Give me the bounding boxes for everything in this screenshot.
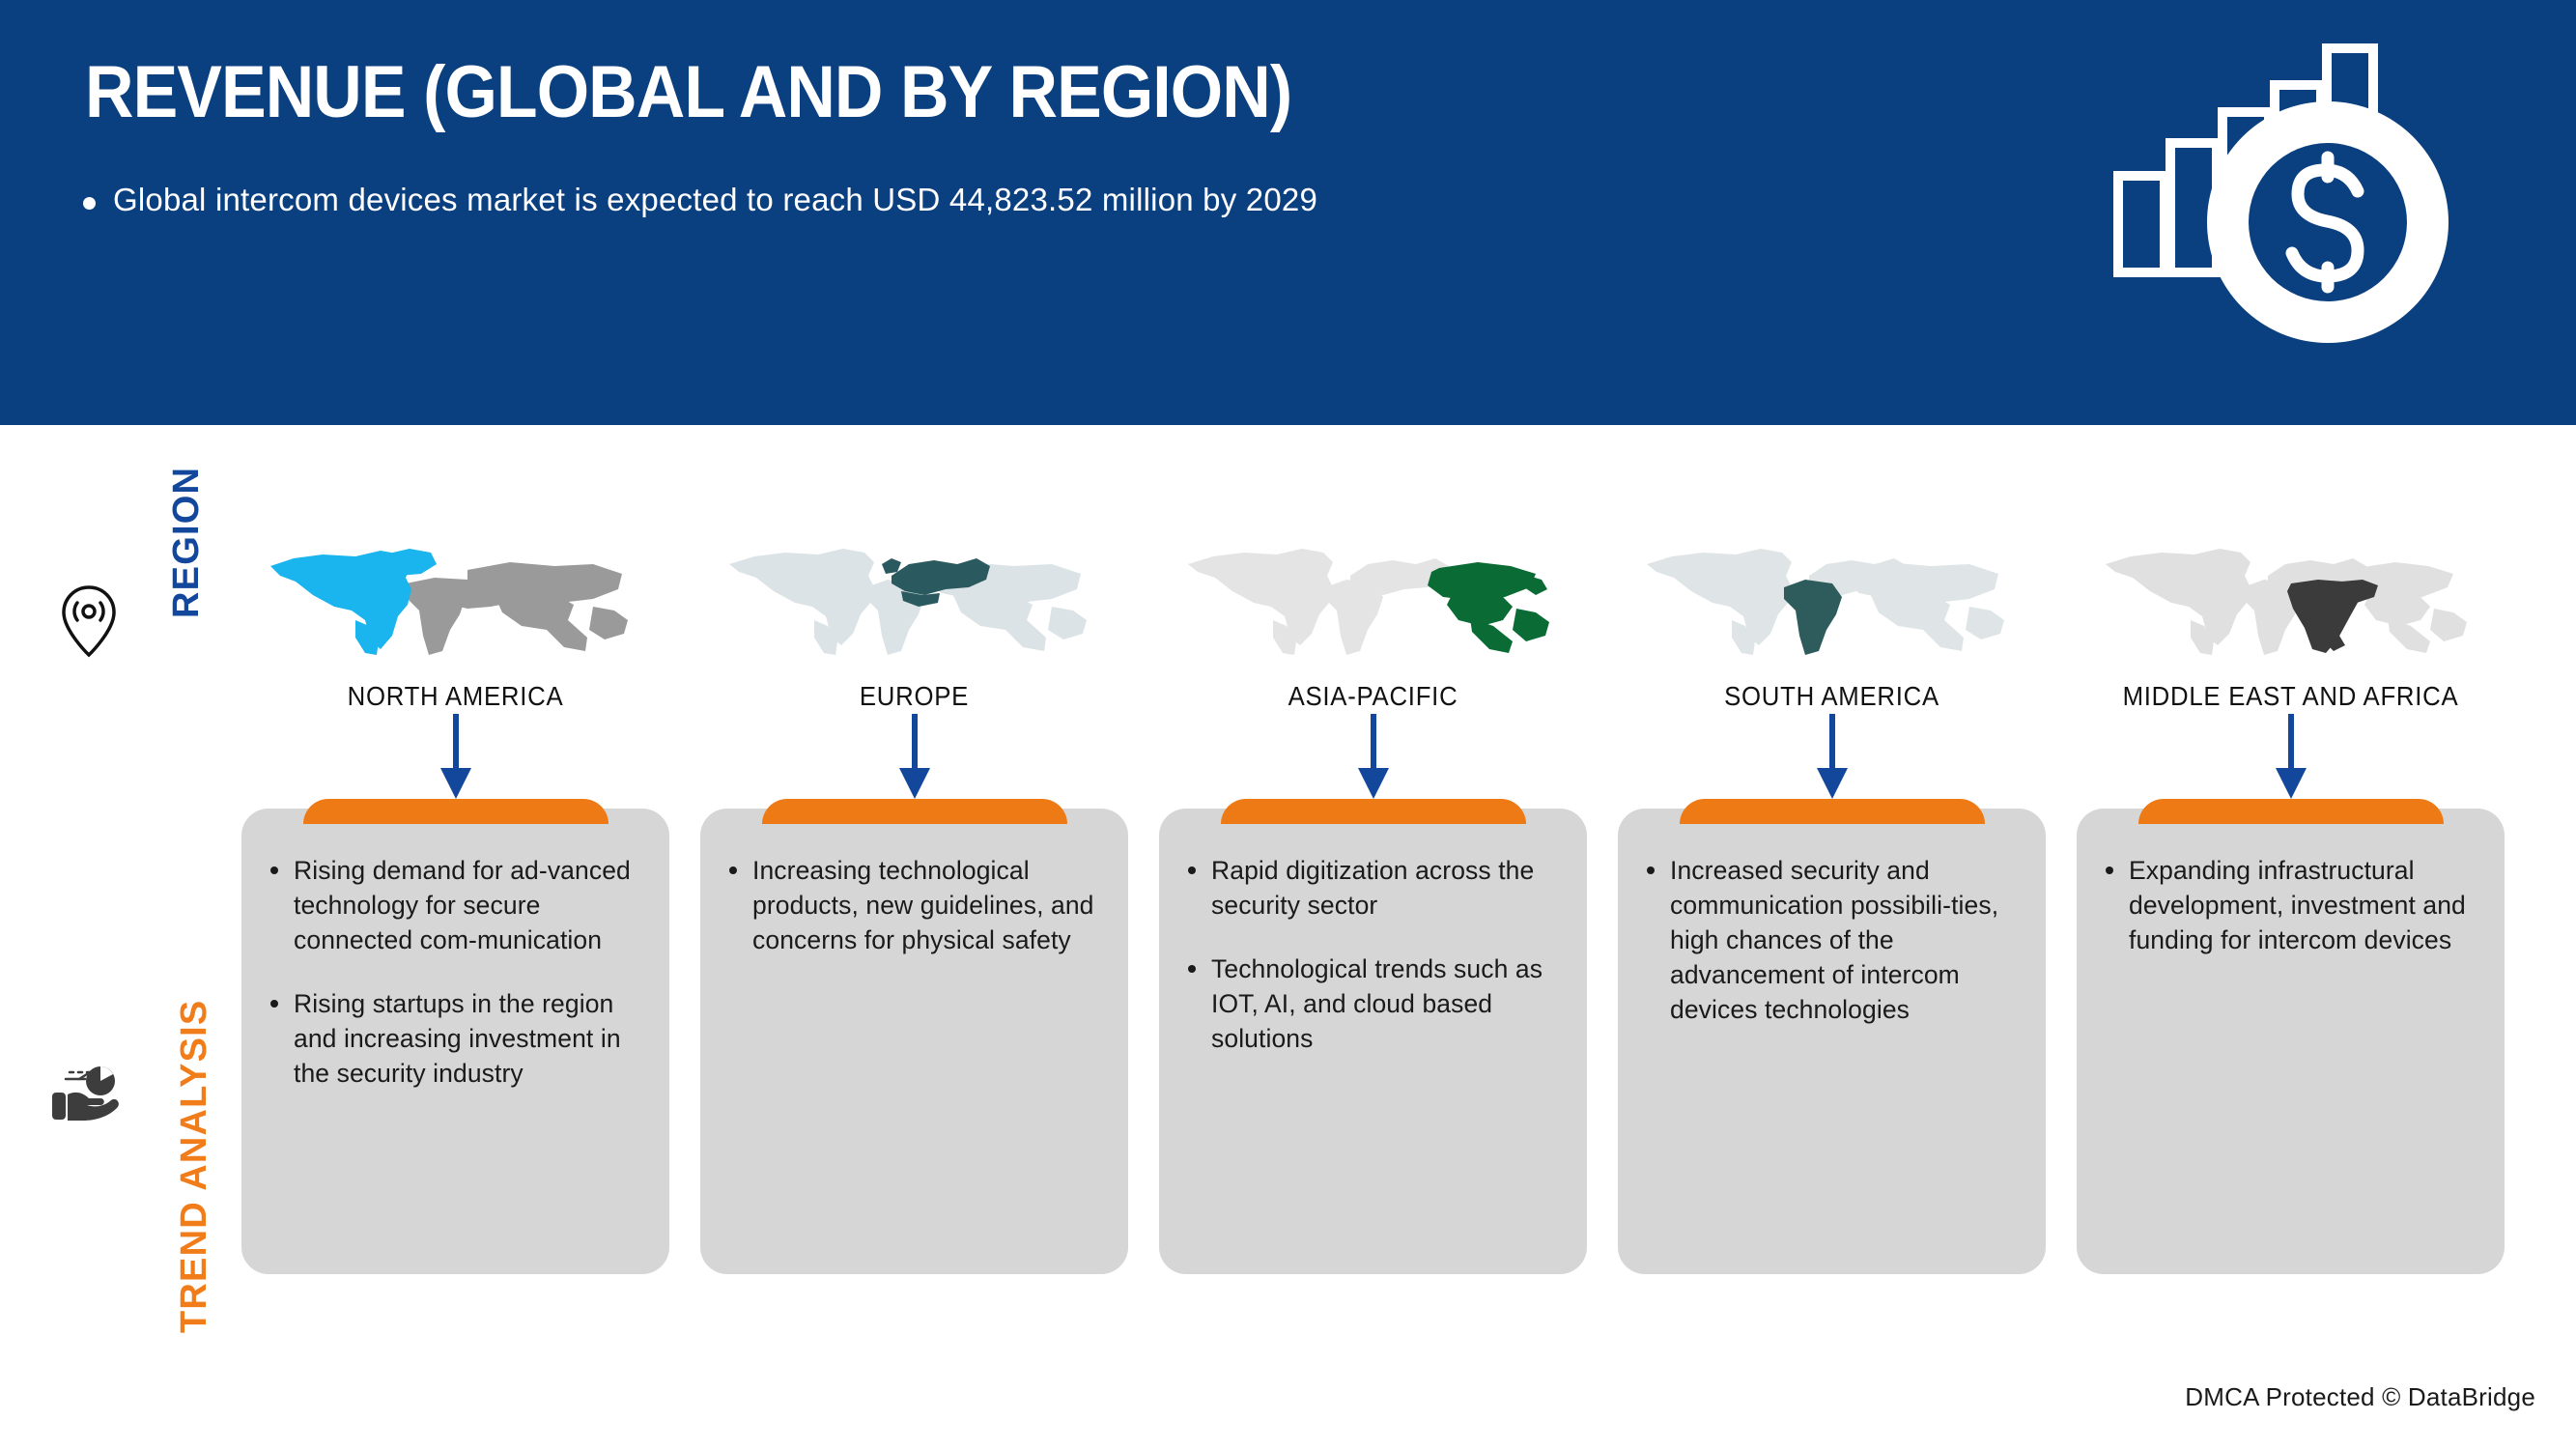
- trend-bullet: Increased security and communication pos…: [1643, 853, 2021, 1027]
- region-axis: REGION: [50, 467, 207, 710]
- trend-card-europe: Increasing technological products, new g…: [700, 799, 1128, 1275]
- bullet-icon: [83, 197, 96, 210]
- world-map-europe-icon: [700, 522, 1128, 667]
- arrow-down-icon: [241, 712, 669, 805]
- trend-bullet: Expanding infrastructural development, i…: [2102, 853, 2479, 957]
- region-column-north-america: NORTH AMERICA Rising demand for ad-vance…: [241, 522, 669, 1352]
- footer-copyright: DMCA Protected © DataBridge: [2185, 1382, 2535, 1411]
- trend-bullet: Increasing technological products, new g…: [725, 853, 1103, 957]
- trend-card-asia-pacific: Rapid digitization across the security s…: [1159, 799, 1587, 1275]
- hand-pie-chart-icon: [50, 1058, 127, 1130]
- arrow-down-icon: [1159, 712, 1587, 805]
- region-columns: NORTH AMERICA Rising demand for ad-vance…: [241, 522, 2521, 1352]
- arrow-down-icon: [1618, 712, 2046, 805]
- card-tab: [761, 799, 1067, 825]
- arrow-down-icon: [2077, 712, 2505, 805]
- trend-card-south-america: Increased security and communication pos…: [1618, 799, 2046, 1275]
- location-pin-icon: [58, 582, 120, 665]
- trend-bullet: Technological trends such as IOT, AI, an…: [1184, 952, 1562, 1056]
- card-tab: [302, 799, 609, 825]
- header-subtitle: Global intercom devices market is expect…: [113, 182, 1317, 217]
- world-map-south-america-icon: [1618, 522, 2046, 667]
- region-title: MIDDLE EAST AND AFRICA: [2122, 681, 2459, 711]
- header-banner: REVENUE (GLOBAL AND BY REGION) Global in…: [0, 0, 2576, 425]
- trend-bullet: Rising startups in the region and increa…: [267, 986, 644, 1091]
- region-title: EUROPE: [859, 681, 970, 711]
- region-title: ASIA-PACIFIC: [1288, 681, 1458, 711]
- world-map-north-america-icon: [241, 522, 669, 667]
- world-map-asia-pacific-icon: [1159, 522, 1587, 667]
- region-title: NORTH AMERICA: [347, 681, 564, 711]
- page-title: REVENUE (GLOBAL AND BY REGION): [85, 51, 1292, 133]
- card-tab: [1220, 799, 1526, 825]
- trend-axis: TREND ANALYSIS: [39, 927, 214, 1343]
- header-subtitle-row: Global intercom devices market is expect…: [83, 182, 1317, 218]
- region-title: SOUTH AMERICA: [1724, 681, 1939, 711]
- region-column-europe: EUROPE Increasing technological products…: [700, 522, 1128, 1352]
- bar-chart-dollar-icon: [2081, 29, 2506, 386]
- trend-card-north-america: Rising demand for ad-vanced technology f…: [241, 799, 669, 1275]
- region-column-asia-pacific: ASIA-PACIFIC Rapid digitization across t…: [1159, 522, 1587, 1352]
- region-column-middle-east-africa: MIDDLE EAST AND AFRICA Expanding infrast…: [2077, 522, 2505, 1352]
- trend-axis-label: TREND ANALYSIS: [174, 999, 214, 1333]
- region-column-south-america: SOUTH AMERICA Increased security and com…: [1618, 522, 2046, 1352]
- trend-card-middle-east-africa: Expanding infrastructural development, i…: [2077, 799, 2505, 1275]
- world-map-middle-east-africa-icon: [2077, 522, 2505, 667]
- arrow-down-icon: [700, 712, 1128, 805]
- trend-bullet: Rising demand for ad-vanced technology f…: [267, 853, 644, 957]
- card-tab: [2137, 799, 2444, 825]
- region-axis-label: REGION: [166, 466, 207, 618]
- card-tab: [1679, 799, 1985, 825]
- trend-bullet: Rapid digitization across the security s…: [1184, 853, 1562, 923]
